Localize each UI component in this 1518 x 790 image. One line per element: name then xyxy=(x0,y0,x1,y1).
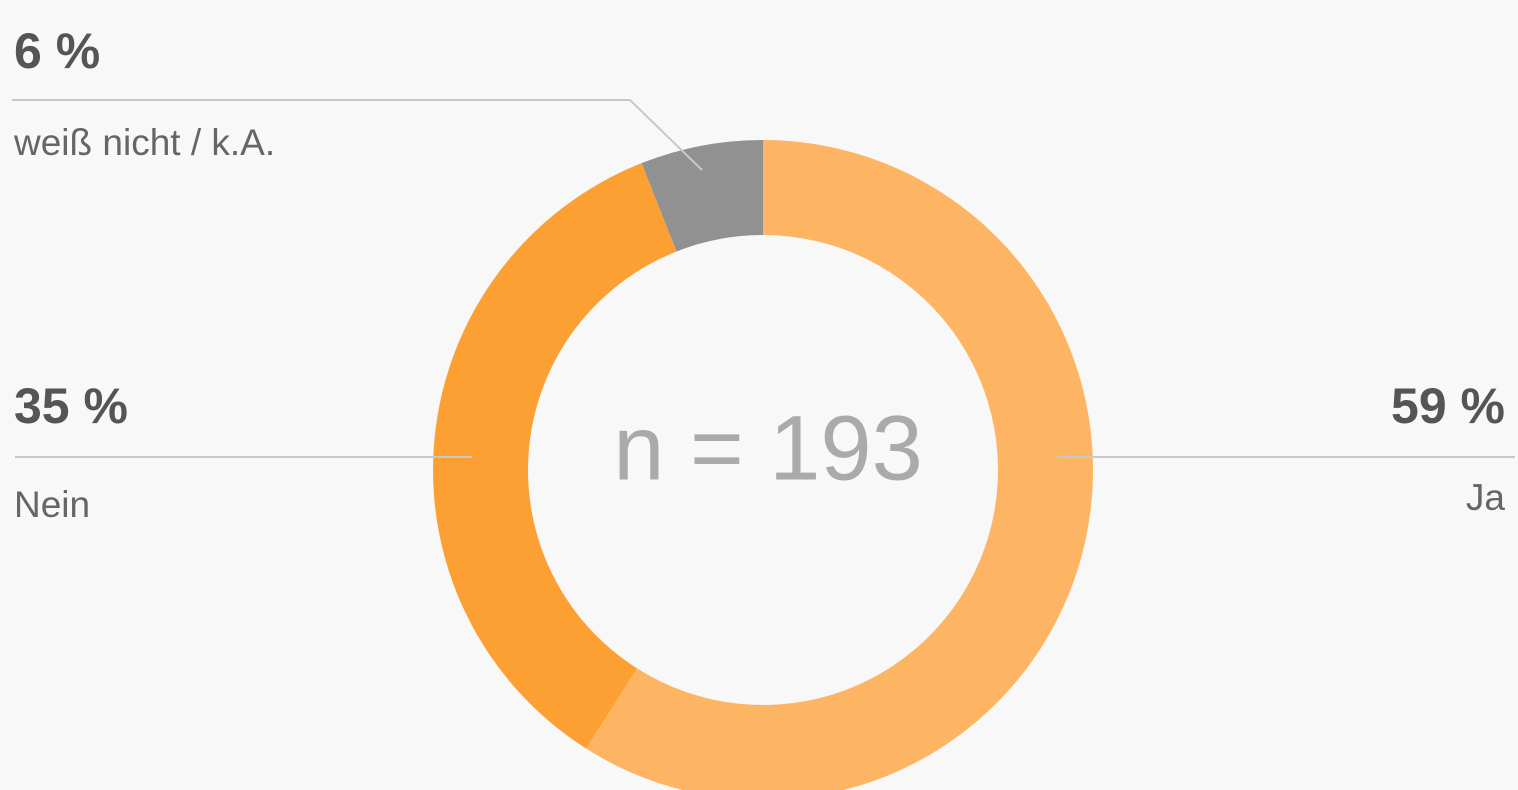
category-label: Nein xyxy=(14,484,90,525)
category-label: weiß nicht / k.A. xyxy=(13,122,275,163)
donut-segment xyxy=(586,140,1093,790)
leader-line xyxy=(12,99,703,171)
donut-segment xyxy=(641,140,763,252)
value-label: 35 % xyxy=(14,378,128,434)
center-label: n = 193 xyxy=(613,397,923,499)
donut-segment xyxy=(432,163,677,749)
value-label: 59 % xyxy=(1391,378,1505,434)
value-label: 6 % xyxy=(14,23,100,79)
category-label: Ja xyxy=(1466,477,1506,518)
